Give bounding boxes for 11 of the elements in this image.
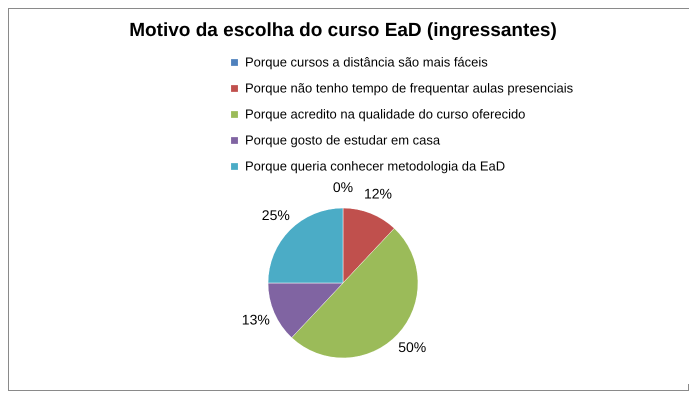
legend-label: Porque queria conhecer metodologia da EaD xyxy=(245,158,506,174)
data-label: 12% xyxy=(364,186,392,202)
chart-title: Motivo da escolha do curso EaD (ingressantes) xyxy=(129,20,557,41)
data-label: 13% xyxy=(242,312,270,328)
data-label: 50% xyxy=(398,339,426,356)
legend-label: Porque não tenho tempo de frequentar aulas presenciais xyxy=(245,80,574,96)
data-label: 25% xyxy=(262,206,290,223)
legend-label: Porque cursos a distância são mais fáceis xyxy=(245,54,488,70)
legend-label: Porque acredito na qualidade do curso oferecido xyxy=(245,106,526,122)
legend-label: Porque gosto de estudar em casa xyxy=(245,132,441,148)
text: 0% xyxy=(332,179,354,195)
